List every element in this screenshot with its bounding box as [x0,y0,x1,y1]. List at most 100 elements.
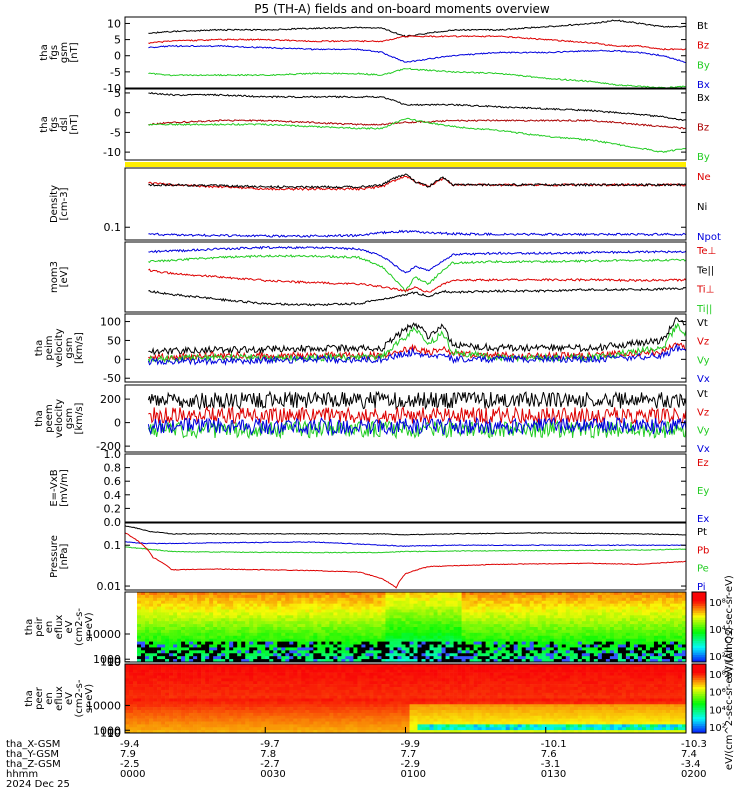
spec-cell [409,627,414,631]
spec-cell [173,597,178,602]
series-line-Vt [147,390,686,411]
spec-cell [337,618,342,622]
y-tick-label: 0 [114,417,121,430]
spec-cell [453,653,458,657]
y-tick-label: 10 [107,17,121,30]
spec-cell [341,724,346,728]
spec-cell [357,627,362,631]
spec-cell [313,672,318,676]
spec-cell [549,632,555,637]
spec-cell [197,689,202,694]
spec-cell [165,704,170,708]
spec-cell [613,621,619,625]
spec-cell [325,600,330,604]
y-tick-label: 10 [107,656,121,669]
spec-cell [129,672,134,676]
spec-cell [337,712,342,717]
spec-cell [541,618,547,622]
spec-cell [153,624,158,628]
spec-cell [665,629,671,634]
spec-cell [653,644,659,648]
spec-cell [133,612,138,616]
spec-cell [353,669,358,673]
spec-cell [469,606,474,610]
spec-cell [397,632,402,637]
spec-cell [237,669,242,673]
spec-cell [349,627,354,631]
spec-cell [321,618,326,622]
spec-cell [149,656,154,660]
spec-cell [293,638,298,642]
spec-cell [205,692,210,696]
spec-cell [661,644,667,648]
spec-cell [161,609,166,613]
spec-cell [249,701,254,705]
spec-cell [557,618,563,622]
spec-cell [457,629,462,634]
spec-cell [673,592,679,596]
spec-cell [505,656,510,660]
spec-cell [669,659,675,663]
spec-cell [185,603,190,607]
spec-cell [233,600,238,604]
spec-cell [385,615,390,619]
spec-cell [301,600,306,604]
spec-cell [525,609,531,613]
spec-cell [641,659,647,663]
spec-cell [241,603,246,607]
spec-cell [189,678,194,682]
spec-cell [469,656,474,660]
spec-cell [149,704,154,708]
spec-cell [301,592,306,596]
spec-cell [581,650,587,654]
spec-cell [249,632,254,637]
spec-cell [301,650,306,654]
spec-cell [409,629,414,634]
spec-cell [357,638,362,642]
spec-cell [441,638,446,642]
spec-cell [277,594,282,599]
spec-cell [265,629,270,634]
spec-cell [525,659,531,663]
spec-cell [401,647,406,651]
spec-cell [333,701,338,705]
legend-Te⊥: Te⊥ [696,246,716,257]
spec-cell [153,664,158,668]
spec-cell [265,615,270,619]
spec-cell [265,721,270,725]
spec-cell [333,666,338,671]
spec-cell [201,715,206,719]
spec-cell [309,664,314,668]
spec-cell [605,600,611,604]
spec-cell [313,621,318,625]
spec-cell [221,650,226,654]
spec-cell [297,724,302,728]
spec-cell [189,627,194,631]
spec-cell [337,689,342,694]
spec-cell [249,612,254,616]
spec-cell [221,592,226,596]
spec-cell [313,612,318,616]
spec-cell [413,627,418,631]
spec-cell [213,707,218,711]
spec-cell [489,638,494,642]
spec-cell [365,638,370,642]
spec-cell [325,627,330,631]
spec-cell [525,618,531,622]
spec-cell [477,624,482,628]
spec-cell [241,627,246,631]
spec-cell [169,698,174,702]
spec-cell [337,653,342,657]
spec-cell [569,592,575,596]
spec-cell [313,707,318,711]
spec-cell [157,594,162,599]
spec-cell [217,659,222,663]
spec-cell [345,618,350,622]
spec-cell [561,612,567,616]
spec-cell [465,635,470,639]
spec-cell [417,644,422,648]
spec-cell [465,627,470,631]
spec-cell [441,609,446,613]
spec-cell [161,715,166,719]
spec-cell [521,650,527,654]
